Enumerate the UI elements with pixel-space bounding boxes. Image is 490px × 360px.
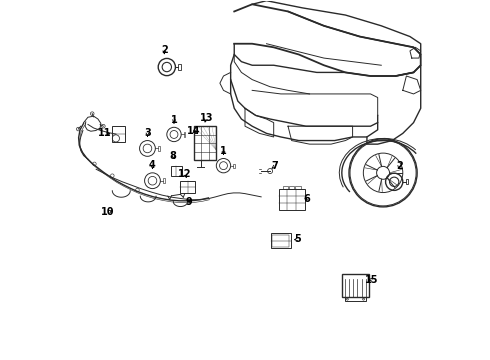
Text: 1: 1 xyxy=(220,146,227,156)
Bar xyxy=(279,189,304,211)
Bar xyxy=(289,186,294,189)
Bar xyxy=(158,146,160,151)
Bar xyxy=(342,274,369,297)
Bar xyxy=(163,178,165,183)
Text: 15: 15 xyxy=(365,275,378,285)
Text: 6: 6 xyxy=(303,194,310,204)
Bar xyxy=(344,297,366,301)
Text: 12: 12 xyxy=(178,169,192,179)
Bar xyxy=(180,181,195,193)
Bar xyxy=(112,126,125,142)
Text: 10: 10 xyxy=(101,207,115,217)
Bar xyxy=(272,235,289,247)
Text: 2: 2 xyxy=(161,45,168,55)
Text: 11: 11 xyxy=(98,129,111,138)
Text: 8: 8 xyxy=(170,150,177,161)
Text: 7: 7 xyxy=(271,161,278,171)
Text: 13: 13 xyxy=(199,113,213,123)
Bar xyxy=(283,186,288,189)
Bar xyxy=(171,166,181,176)
Text: 9: 9 xyxy=(185,197,192,207)
Text: 14: 14 xyxy=(187,126,201,136)
Text: 4: 4 xyxy=(149,160,156,170)
Bar xyxy=(271,233,291,248)
Text: 1: 1 xyxy=(171,116,177,126)
Text: 3: 3 xyxy=(144,129,151,138)
Bar xyxy=(295,186,301,189)
Text: 5: 5 xyxy=(294,234,301,244)
Bar xyxy=(406,179,408,184)
Bar xyxy=(178,64,181,69)
Text: 2: 2 xyxy=(396,161,403,171)
Bar xyxy=(233,163,235,168)
Bar xyxy=(184,132,186,136)
Bar xyxy=(194,126,216,160)
